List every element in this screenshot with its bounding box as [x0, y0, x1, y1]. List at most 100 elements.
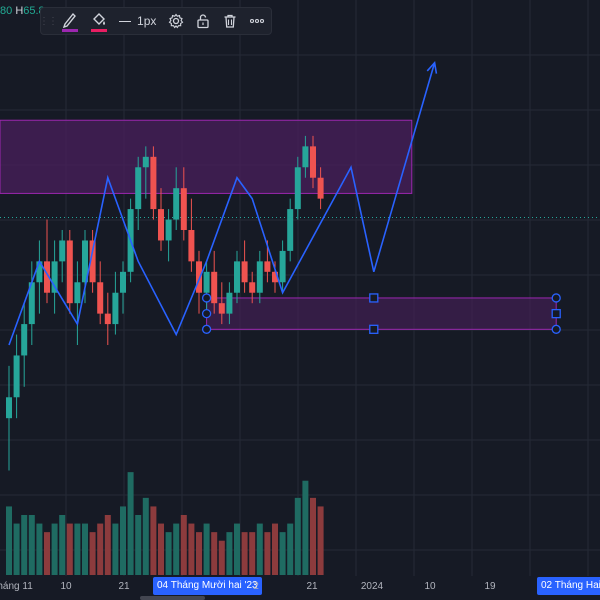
line-color-button[interactable]: [55, 7, 84, 35]
candle-body: [36, 261, 43, 283]
zone-resize-handle: [551, 308, 561, 319]
candle-body: [264, 261, 271, 272]
pencil-icon: [61, 12, 78, 32]
demand-zone-rectangle: [206, 297, 557, 330]
candle-body: [112, 292, 119, 325]
volume-bar: [66, 523, 73, 575]
candle-body: [21, 324, 28, 356]
line-width-label: 1px: [137, 14, 157, 28]
candle-body: [188, 230, 195, 262]
volume-bar: [211, 532, 218, 575]
volume-bar: [180, 515, 187, 575]
volume-bar: [28, 515, 35, 575]
candle-body: [294, 167, 301, 210]
volume-bar: [97, 523, 104, 575]
supply-zone-rectangle: [0, 119, 413, 194]
volume-bar: [13, 523, 20, 575]
volume-bar: [203, 523, 210, 575]
more-button[interactable]: [244, 7, 271, 35]
volume-bar: [127, 472, 134, 575]
volume-bar: [241, 532, 248, 575]
time-axis[interactable]: Tháng 11 10 21 04 Tháng Mười hai '23 2 2…: [0, 576, 600, 600]
candle-body: [218, 303, 225, 314]
zone-resize-handle: [369, 324, 379, 334]
x-tick: 10: [424, 581, 436, 592]
candle-body: [196, 261, 202, 293]
candle-body: [82, 240, 88, 283]
candle-body: [89, 240, 96, 283]
volume-bar: [188, 523, 195, 575]
more-dots-icon: [250, 18, 265, 24]
volume-bar: [89, 532, 96, 575]
candle-body: [51, 261, 58, 293]
candle-body: [74, 282, 81, 304]
line-width-button[interactable]: 1px: [113, 7, 162, 35]
x-tick: 21: [118, 581, 130, 592]
x-tick: 10: [60, 581, 72, 592]
candle-body: [180, 188, 187, 230]
candle-body: [256, 261, 263, 293]
zone-resize-handle: [551, 293, 561, 303]
volume-bar: [104, 515, 111, 575]
volume-bar: [279, 532, 286, 575]
volume-bar: [120, 506, 126, 575]
x-tick: 19: [484, 581, 496, 592]
volume-bar: [302, 480, 309, 575]
candle-body: [135, 167, 142, 210]
ohlc-partial-value: 80: [0, 5, 13, 17]
zone-resize-handle: [201, 308, 212, 319]
candle-body: [249, 282, 256, 293]
volume-bar: [287, 523, 294, 575]
gear-icon: [168, 13, 183, 29]
volume-bar: [142, 497, 149, 575]
volume-bar: [44, 532, 50, 575]
candle-body: [142, 156, 149, 168]
volume-bar: [59, 515, 66, 575]
volume-bar: [21, 515, 28, 575]
volume-bar: [249, 532, 256, 575]
candle-body: [59, 240, 66, 262]
volume-bar: [294, 497, 301, 575]
lock-button[interactable]: [189, 7, 216, 35]
candle-body: [203, 271, 210, 293]
volume-bar: [218, 540, 225, 575]
candle-body: [165, 219, 172, 241]
candle-body: [97, 282, 104, 314]
candle-body: [150, 156, 157, 210]
volume-bar: [272, 523, 278, 575]
volume-bar: [158, 523, 164, 575]
settings-button[interactable]: [162, 7, 189, 35]
candle-body: [173, 188, 180, 220]
volume-bar: [150, 506, 157, 575]
x-tick: 2024: [360, 581, 384, 592]
volume-bar: [196, 532, 202, 575]
fill-color-button[interactable]: [84, 7, 113, 35]
zone-resize-handle: [551, 324, 561, 334]
volume-bar: [74, 523, 81, 575]
volume-bar: [256, 523, 263, 575]
candle-body: [279, 250, 286, 283]
ohlc-legend: 80 H65.8: [0, 5, 45, 17]
candle-body: [211, 271, 218, 304]
volume-bar: [234, 523, 240, 575]
candle-body: [44, 261, 50, 293]
candle-body: [302, 146, 309, 168]
candle-body: [310, 146, 316, 178]
selected-range-start-label: 04 Tháng Mười hai '23: [153, 577, 262, 595]
delete-button[interactable]: [217, 7, 244, 35]
candle-body: [234, 261, 240, 293]
drawing-toolbar[interactable]: ⋮⋮ 1px: [39, 7, 272, 35]
time-scrollbar[interactable]: [140, 596, 205, 600]
volume-bar: [173, 523, 180, 575]
x-tick: 21: [306, 581, 318, 592]
candle-body: [272, 271, 278, 283]
volume-bar: [82, 523, 88, 575]
line-width-icon: [119, 20, 132, 22]
drag-handle-icon[interactable]: ⋮⋮: [39, 15, 58, 27]
candle-body: [120, 271, 126, 293]
zone-resize-handle: [201, 293, 212, 303]
volume-bar: [51, 523, 58, 575]
candle-body: [317, 177, 324, 199]
